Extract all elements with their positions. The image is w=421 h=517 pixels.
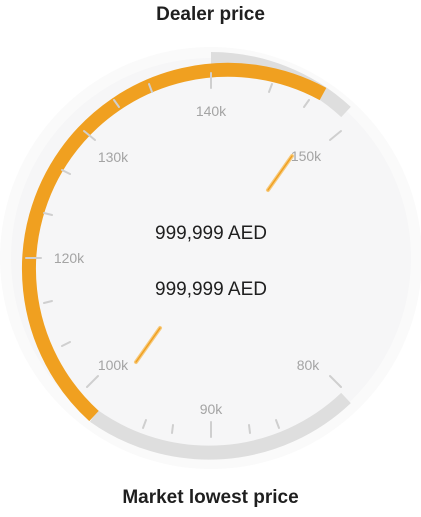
gauge-ticks (25, 72, 342, 438)
tick-label: 140k (196, 103, 227, 119)
tick-label: 90k (200, 401, 224, 417)
dealer-price-label: Dealer price (156, 4, 265, 25)
tick-minor (43, 212, 53, 216)
tick-minor (142, 419, 147, 429)
tick-label: 120k (54, 250, 85, 266)
tick-label: 100k (98, 357, 129, 373)
tick-minor (275, 419, 280, 429)
tick-label: 130k (98, 149, 129, 165)
tick-major (86, 375, 99, 388)
tick-label: 150k (291, 148, 322, 164)
tick-label: 80k (297, 357, 321, 373)
dealer-price-needle (266, 154, 294, 192)
gauge-face (11, 58, 411, 458)
tick-minor (268, 83, 273, 93)
tick-minor (148, 83, 153, 93)
tick-major (329, 375, 342, 388)
tick-major (83, 130, 96, 141)
tick-minor (43, 300, 53, 304)
tick-minor (113, 99, 120, 108)
dealer-price-value: 999,999 AED (155, 223, 267, 244)
tick-minor (61, 169, 71, 175)
gauge-value-arc (21, 62, 327, 422)
tick-minor (303, 99, 310, 108)
tick-minor (171, 424, 174, 434)
market-price-value: 999,999 AED (155, 279, 267, 300)
market-lowest-price-label: Market lowest price (122, 487, 299, 508)
market-price-needle (134, 326, 162, 364)
tick-minor (248, 424, 251, 434)
tick-major (329, 130, 342, 141)
tick-minor (61, 341, 71, 347)
